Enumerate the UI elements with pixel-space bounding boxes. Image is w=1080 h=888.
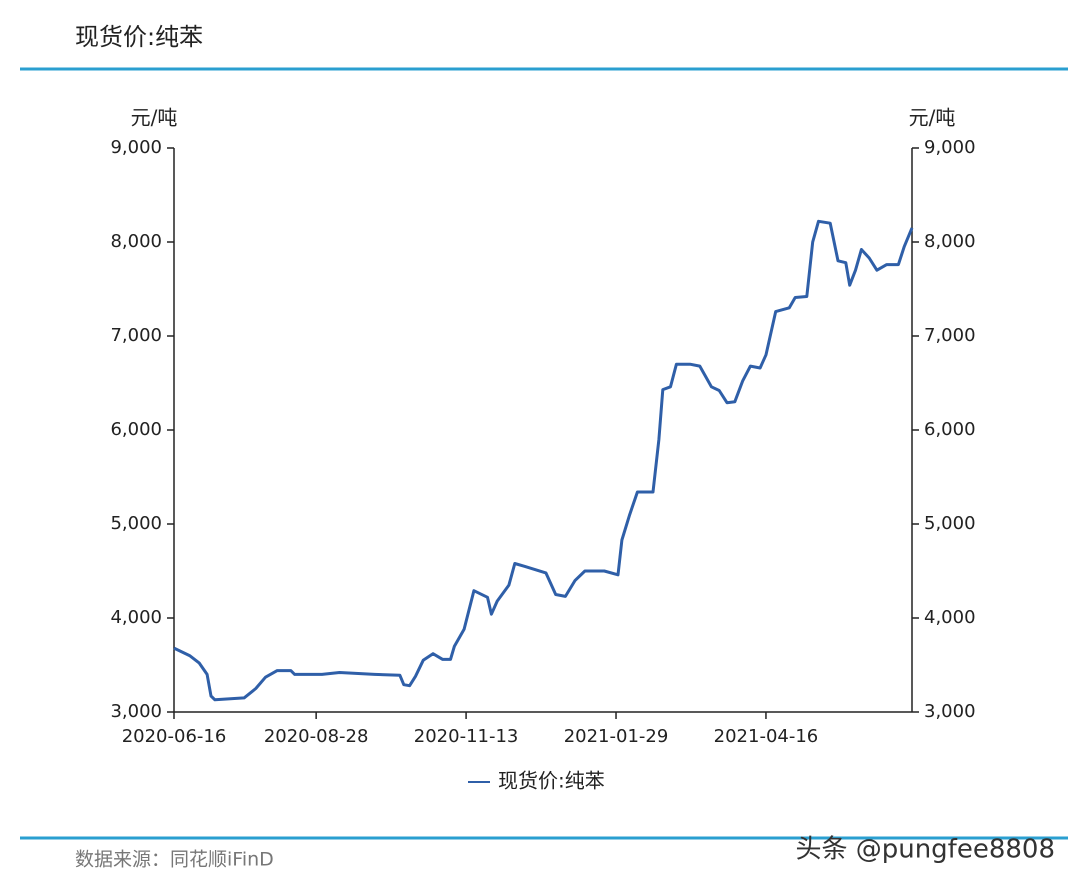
y-tick-label: 6,000 bbox=[110, 419, 162, 440]
y2-tick-label: 8,000 bbox=[924, 231, 976, 252]
y2-tick-label: 3,000 bbox=[924, 701, 976, 722]
x-tick-label: 2021-04-16 bbox=[714, 726, 819, 747]
x-tick-label: 2020-08-28 bbox=[264, 726, 369, 747]
y2-tick-label: 6,000 bbox=[924, 419, 976, 440]
y2-tick-label: 7,000 bbox=[924, 325, 976, 346]
y2-tick-label: 5,000 bbox=[924, 513, 976, 534]
legend-label: 现货价:纯苯 bbox=[498, 769, 605, 793]
y-tick-label: 5,000 bbox=[110, 513, 162, 534]
line bbox=[173, 219, 914, 702]
y-tick-label: 8,000 bbox=[110, 231, 162, 252]
y2-tick-label: 9,000 bbox=[924, 137, 976, 158]
x-tick-label: 2021-01-29 bbox=[564, 726, 669, 747]
y2-tick-label: 4,000 bbox=[924, 607, 976, 628]
chart-title: 现货价:纯苯 bbox=[75, 23, 203, 51]
y-axis-label: 元/吨 bbox=[131, 106, 178, 130]
watermark: 头条 @pungfee8808 bbox=[795, 835, 1055, 865]
y2-axis-label: 元/吨 bbox=[909, 106, 956, 130]
x-tick-label: 2020-11-13 bbox=[414, 726, 519, 747]
y-tick-label: 3,000 bbox=[110, 701, 162, 722]
y-tick-label: 7,000 bbox=[110, 325, 162, 346]
x-tick-label: 2020-06-16 bbox=[122, 726, 227, 747]
y-tick-label: 9,000 bbox=[110, 137, 162, 158]
source: 数据来源：同花顺iFinD bbox=[75, 849, 274, 871]
y-tick-label: 4,000 bbox=[110, 607, 162, 628]
